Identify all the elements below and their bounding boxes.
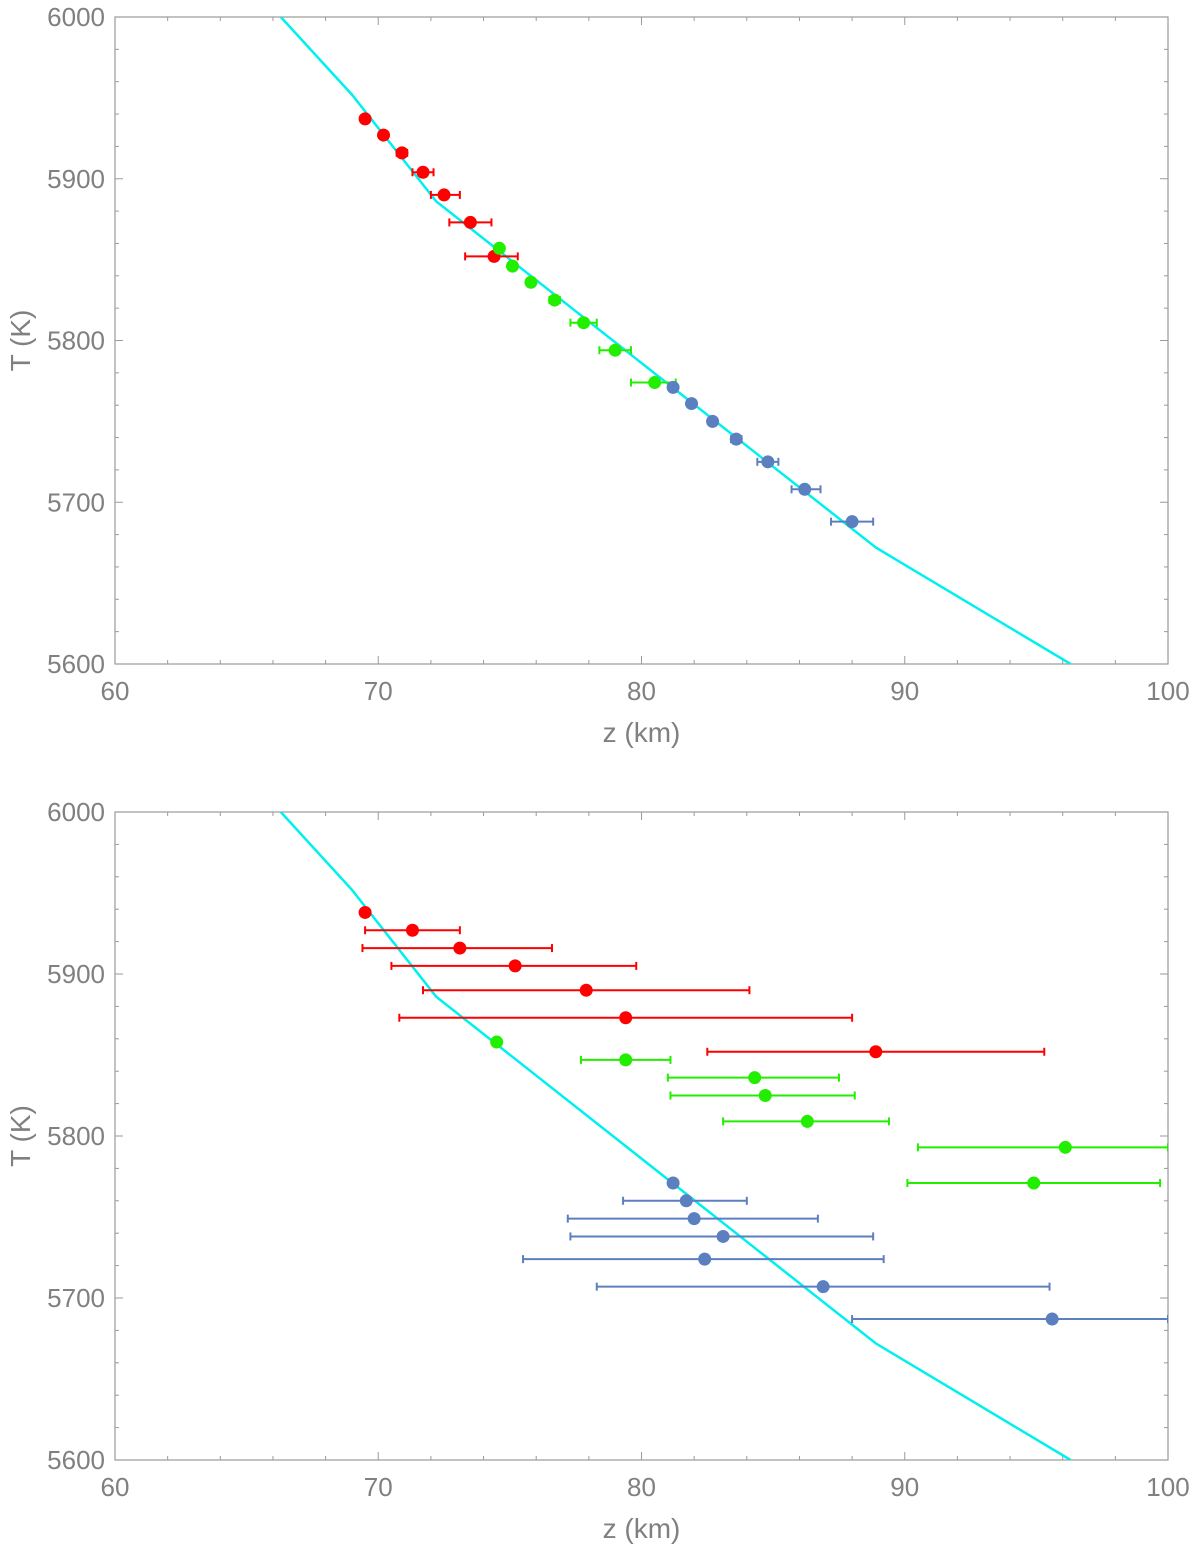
plot-area [279, 812, 1168, 1460]
model-curve-line [279, 17, 1072, 664]
data-point-green [619, 1053, 633, 1067]
data-point-blue [816, 1280, 830, 1294]
x-tick-label: 70 [364, 676, 393, 706]
y-axis-title: T (K) [5, 1105, 36, 1167]
series-blue [522, 1176, 1168, 1326]
data-point-red [579, 983, 593, 997]
data-point-green [800, 1114, 814, 1128]
data-point-blue [761, 455, 775, 469]
data-point-green [506, 259, 520, 273]
x-tick-label: 90 [890, 676, 919, 706]
series-red [358, 905, 1046, 1059]
series-red [358, 112, 519, 263]
data-point-green [758, 1089, 772, 1102]
data-point-blue [666, 380, 680, 394]
y-tick-label: 6000 [47, 2, 105, 32]
x-tick-label: 80 [627, 676, 656, 706]
data-point-green [748, 1071, 762, 1085]
data-point-green [577, 316, 591, 330]
y-tick-label: 6000 [47, 797, 105, 827]
x-tick-label: 60 [101, 1472, 130, 1502]
data-point-green [648, 376, 662, 390]
model-curve-line [279, 812, 1072, 1460]
data-point-green [548, 293, 562, 307]
y-tick-label: 5600 [47, 1445, 105, 1475]
data-point-red [416, 165, 430, 179]
x-tick-label: 100 [1146, 676, 1189, 706]
x-tick-label: 100 [1146, 1472, 1189, 1502]
y-tick-label: 5600 [47, 649, 105, 679]
top-panel: 60 70 80 90 100 5600 5700 5800 5900 6000 z (km) T (… [5, 2, 1190, 748]
y-tick-label: 5800 [47, 1121, 105, 1151]
data-point-red [619, 1011, 633, 1025]
x-axis-title: z (km) [603, 1513, 681, 1544]
y-tick-label: 5700 [47, 487, 105, 517]
y-tick-label: 5900 [47, 959, 105, 989]
x-tick-label: 60 [101, 676, 130, 706]
data-point-red [358, 905, 372, 919]
series-blue [666, 380, 875, 529]
y-tick-label: 5700 [47, 1283, 105, 1313]
y-axis-title: T (K) [5, 310, 36, 372]
plot-frame [114, 16, 1169, 665]
data-point-blue [679, 1194, 693, 1208]
data-point-red [453, 941, 467, 955]
data-point-blue [729, 432, 743, 446]
bottom-panel: 60 70 80 90 100 5600 5700 5800 5900 6000 z (km) T (… [5, 797, 1190, 1544]
data-point-green [492, 241, 506, 255]
data-point-green [524, 275, 538, 289]
data-point-red [377, 128, 391, 142]
data-point-green [490, 1035, 504, 1049]
x-axis-title: z (km) [603, 717, 681, 748]
x-tick-label: 70 [364, 1472, 393, 1502]
data-point-red [358, 112, 372, 126]
data-point-red [405, 923, 419, 937]
plot-frame [114, 811, 1169, 1461]
data-point-red [437, 188, 451, 202]
data-point-red [463, 215, 477, 229]
series-green [492, 241, 677, 390]
data-point-red [395, 146, 409, 160]
x-tick-label: 90 [890, 1472, 919, 1502]
x-tick-label: 80 [627, 1472, 656, 1502]
data-point-blue [798, 482, 812, 496]
data-point-red [508, 959, 522, 973]
data-point-blue [1045, 1312, 1059, 1326]
data-point-blue [716, 1229, 730, 1243]
data-point-red [869, 1045, 883, 1059]
data-point-green [608, 343, 622, 357]
y-tick-label: 5900 [47, 164, 105, 194]
y-tick-label: 5800 [47, 326, 105, 356]
data-point-green [1058, 1140, 1072, 1154]
data-point-green [1027, 1176, 1041, 1190]
data-point-blue [685, 397, 699, 411]
series-green [490, 1035, 1168, 1190]
data-point-blue [845, 515, 859, 529]
data-point-blue [666, 1176, 680, 1190]
plot-area [279, 17, 1072, 664]
data-point-blue [706, 414, 720, 428]
data-point-blue [698, 1252, 712, 1266]
data-point-blue [687, 1212, 701, 1226]
